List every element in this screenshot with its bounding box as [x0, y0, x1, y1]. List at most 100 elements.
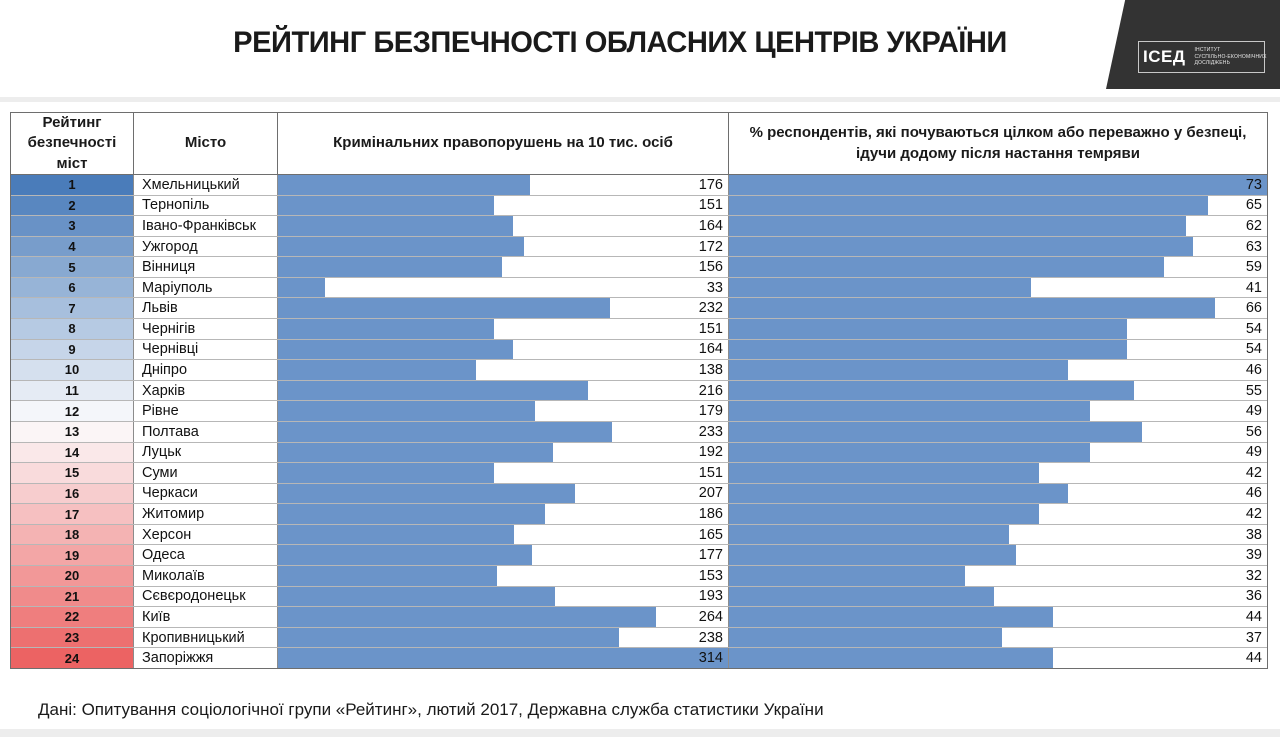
crime-value: 138: [698, 361, 723, 378]
safe-bar-cell: 46: [729, 483, 1267, 504]
rank-cell: 6: [11, 277, 134, 298]
safe-value: 36: [1245, 588, 1262, 605]
safe-bar-cell: 42: [729, 504, 1267, 524]
crime-value: 151: [698, 464, 723, 481]
crime-bar-cell: 165: [278, 524, 729, 545]
logo-name-line: ІНСТИТУТ: [1194, 47, 1221, 54]
crime-value: 233: [698, 423, 723, 440]
crime-bar-cell: 264: [278, 607, 729, 627]
city-cell: Херсон: [134, 524, 278, 545]
crime-value: 192: [698, 444, 723, 461]
city-cell: Хмельницький: [134, 175, 278, 195]
city-cell: Запоріжжя: [134, 648, 278, 668]
city-cell: Полтава: [134, 421, 278, 442]
crime-bar-cell: 156: [278, 257, 729, 277]
safe-value: 42: [1245, 506, 1262, 523]
table-row: 14 Луцьк 192 49: [11, 442, 1267, 464]
safe-bar-cell: 46: [729, 360, 1267, 380]
safe-bar-cell: 32: [729, 565, 1267, 586]
table-row: 15 Суми 151 42: [11, 463, 1267, 484]
rank-cell: 5: [11, 257, 134, 277]
safe-value: 49: [1245, 403, 1262, 420]
safe-bar-cell: 42: [729, 463, 1267, 483]
safe-bar: [729, 463, 1039, 483]
table-row: 1 Хмельницький 176 73: [11, 175, 1267, 196]
crime-bar-cell: 232: [278, 298, 729, 319]
safe-bar: [729, 216, 1186, 236]
safe-value: 63: [1245, 238, 1262, 255]
rank-cell: 16: [11, 483, 134, 504]
ised-logo-name: ІНСТИТУТ СУСПІЛЬНО-ЕКОНОМІЧНИХ ДОСЛІДЖЕН…: [1194, 47, 1266, 67]
page-title: РЕЙТИНГ БЕЗПЕЧНОСТІ ОБЛАСНИХ ЦЕНТРІВ УКР…: [233, 26, 1007, 59]
safe-bar-cell: 65: [729, 195, 1267, 216]
crime-bar: [278, 545, 532, 565]
rank-cell: 8: [11, 319, 134, 339]
safe-value: 54: [1245, 341, 1262, 358]
rank-cell: 19: [11, 545, 134, 565]
safe-bar: [729, 442, 1091, 463]
table-row: 23 Кропивницький 238 37: [11, 627, 1267, 649]
table-row: 4 Ужгород 172 63: [11, 236, 1267, 258]
crime-bar-cell: 186: [278, 504, 729, 524]
city-cell: Львів: [134, 298, 278, 319]
rank-cell: 4: [11, 236, 134, 257]
crime-bar: [278, 195, 495, 216]
crime-value: 165: [698, 526, 723, 543]
city-cell: Харків: [134, 380, 278, 401]
safe-bar-cell: 66: [729, 298, 1267, 319]
safe-bar-cell: 49: [729, 442, 1267, 463]
table-header-row: Рейтинг безпечності міст Місто Криміналь…: [11, 113, 1267, 175]
safe-bar: [729, 648, 1054, 668]
crime-bar: [278, 298, 611, 319]
crime-bar-cell: 151: [278, 195, 729, 216]
column-header-city: Місто: [134, 113, 278, 174]
crime-bar-cell: 138: [278, 360, 729, 380]
rank-cell: 24: [11, 648, 134, 668]
crime-value: 33: [706, 279, 723, 296]
table-row: 19 Одеса 177 39: [11, 545, 1267, 566]
crime-value: 238: [698, 629, 723, 646]
safe-bar-cell: 36: [729, 586, 1267, 607]
table-row: 5 Вінниця 156 59: [11, 257, 1267, 278]
crime-bar-cell: 153: [278, 565, 729, 586]
crime-value: 153: [698, 567, 723, 584]
safe-bar: [729, 545, 1017, 565]
city-cell: Житомир: [134, 504, 278, 524]
safe-bar: [729, 565, 965, 586]
rank-cell: 13: [11, 421, 134, 442]
table-row: 20 Миколаїв 153 32: [11, 565, 1267, 587]
logo-name-line: ДОСЛІДЖЕНЬ: [1194, 60, 1231, 67]
crime-value: 207: [698, 485, 723, 502]
crime-value: 164: [698, 341, 723, 358]
safe-value: 65: [1245, 197, 1262, 214]
safe-value: 73: [1245, 176, 1262, 193]
crime-bar-cell: 193: [278, 586, 729, 607]
safe-bar-cell: 49: [729, 401, 1267, 421]
safe-bar-cell: 55: [729, 380, 1267, 401]
safe-bar: [729, 277, 1032, 298]
table-row: 21 Сєвєродонецьк 193 36: [11, 586, 1267, 608]
crime-bar: [278, 648, 728, 668]
safe-bar: [729, 524, 1010, 545]
crime-bar: [278, 401, 535, 421]
table-row: 22 Київ 264 44: [11, 607, 1267, 628]
crime-value: 232: [698, 300, 723, 317]
safe-value: 38: [1245, 526, 1262, 543]
rank-cell: 3: [11, 216, 134, 236]
rank-cell: 15: [11, 463, 134, 483]
safe-value: 62: [1245, 217, 1262, 234]
rank-cell: 21: [11, 586, 134, 607]
crime-bar-cell: 314: [278, 648, 729, 668]
safe-bar: [729, 257, 1164, 277]
city-cell: Тернопіль: [134, 195, 278, 216]
table-row: 9 Чернівці 164 54: [11, 339, 1267, 361]
crime-bar-cell: 164: [278, 339, 729, 360]
table-row: 16 Черкаси 207 46: [11, 483, 1267, 505]
rank-cell: 23: [11, 627, 134, 648]
city-cell: Рівне: [134, 401, 278, 421]
rank-cell: 14: [11, 442, 134, 463]
safe-value: 66: [1245, 300, 1262, 317]
city-cell: Миколаїв: [134, 565, 278, 586]
safe-bar-cell: 56: [729, 421, 1267, 442]
crime-value: 314: [698, 650, 723, 667]
